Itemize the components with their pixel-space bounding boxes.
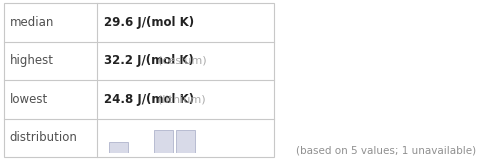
Text: distribution: distribution [10, 131, 78, 144]
Text: (based on 5 values; 1 unavailable): (based on 5 values; 1 unavailable) [297, 145, 477, 156]
Bar [109, 142, 128, 153]
Text: (cesium): (cesium) [151, 56, 206, 66]
Bar [176, 130, 195, 153]
Text: highest: highest [10, 54, 54, 67]
Text: 32.2 J/(mol K): 32.2 J/(mol K) [104, 54, 194, 67]
Text: (lithium): (lithium) [151, 94, 205, 104]
Text: lowest: lowest [10, 93, 48, 106]
Text: 24.8 J/(mol K): 24.8 J/(mol K) [104, 93, 194, 106]
Text: 29.6 J/(mol K): 29.6 J/(mol K) [104, 16, 194, 29]
Bar [154, 130, 173, 153]
Text: median: median [10, 16, 54, 29]
Bar [4, 3, 274, 157]
